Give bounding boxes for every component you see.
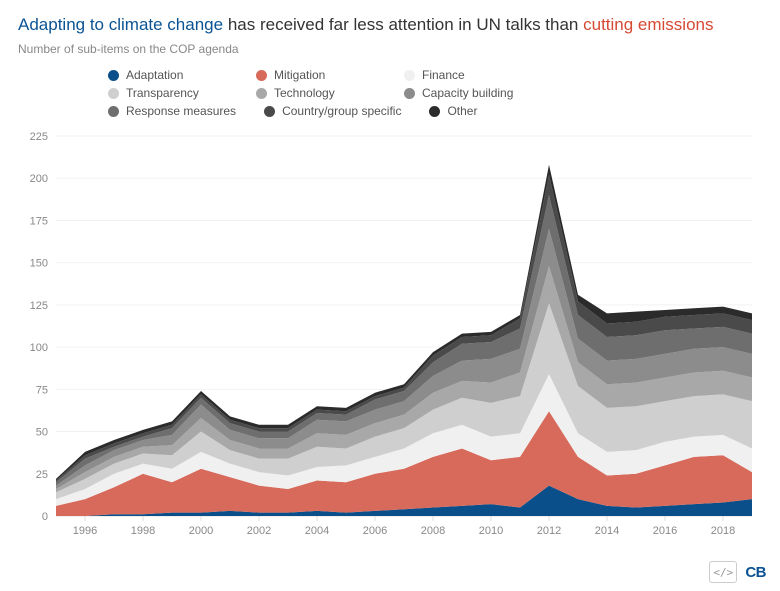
footer-icons: </> CB bbox=[709, 561, 766, 583]
legend-label: Other bbox=[447, 104, 477, 118]
legend-item[interactable]: Capacity building bbox=[404, 86, 524, 100]
legend-label: Adaptation bbox=[126, 68, 183, 82]
legend-item[interactable]: Other bbox=[429, 104, 549, 118]
y-tick-label: 125 bbox=[30, 300, 48, 312]
legend: Adaptation Mitigation Finance Transparency T… bbox=[18, 68, 668, 118]
x-tick-label: 2008 bbox=[421, 525, 445, 537]
x-tick-label: 1998 bbox=[131, 525, 155, 537]
legend-swatch bbox=[256, 88, 267, 99]
y-tick-label: 200 bbox=[30, 173, 48, 185]
x-tick-label: 1996 bbox=[73, 525, 97, 537]
x-tick-label: 2002 bbox=[247, 525, 271, 537]
embed-icon[interactable]: </> bbox=[709, 561, 737, 583]
stacked-area-chart: 0 25 50 75 100 125 150 175 200 225 1996 1998 2000 200… bbox=[18, 126, 762, 546]
title-middle: has received far less attention in UN ta… bbox=[223, 15, 583, 34]
x-tick-label: 2016 bbox=[653, 525, 677, 537]
y-tick-label: 25 bbox=[36, 469, 48, 481]
chart-area: 0 25 50 75 100 125 150 175 200 225 1996 1998 2000 200… bbox=[18, 126, 762, 546]
legend-label: Response measures bbox=[126, 104, 236, 118]
x-tick-label: 2012 bbox=[537, 525, 561, 537]
legend-item[interactable]: Transparency bbox=[108, 86, 228, 100]
legend-item[interactable]: Technology bbox=[256, 86, 376, 100]
legend-swatch bbox=[264, 106, 275, 117]
x-tick-label: 2000 bbox=[189, 525, 213, 537]
x-tick-label: 2004 bbox=[305, 525, 329, 537]
legend-item[interactable]: Response measures bbox=[108, 104, 236, 118]
legend-swatch bbox=[108, 88, 119, 99]
x-tick-label: 2010 bbox=[479, 525, 503, 537]
y-tick-label: 0 bbox=[42, 511, 48, 523]
chart-title: Adapting to climate change has received … bbox=[18, 14, 762, 36]
legend-swatch bbox=[404, 70, 415, 81]
y-tick-label: 225 bbox=[30, 131, 48, 143]
legend-swatch bbox=[108, 70, 119, 81]
legend-label: Finance bbox=[422, 68, 465, 82]
legend-swatch bbox=[256, 70, 267, 81]
legend-swatch bbox=[108, 106, 119, 117]
legend-item[interactable]: Mitigation bbox=[256, 68, 376, 82]
legend-item[interactable]: Finance bbox=[404, 68, 524, 82]
x-tick-label: 2018 bbox=[711, 525, 735, 537]
y-tick-label: 100 bbox=[30, 342, 48, 354]
legend-item[interactable]: Adaptation bbox=[108, 68, 228, 82]
x-tick-label: 2006 bbox=[363, 525, 387, 537]
legend-label: Mitigation bbox=[274, 68, 325, 82]
y-tick-label: 75 bbox=[36, 384, 48, 396]
legend-label: Country/group specific bbox=[282, 104, 401, 118]
legend-label: Transparency bbox=[126, 86, 199, 100]
legend-label: Technology bbox=[274, 86, 335, 100]
y-tick-label: 50 bbox=[36, 427, 48, 439]
legend-swatch bbox=[404, 88, 415, 99]
legend-label: Capacity building bbox=[422, 86, 513, 100]
chart-subtitle: Number of sub-items on the COP agenda bbox=[18, 42, 762, 56]
legend-swatch bbox=[429, 106, 440, 117]
title-highlight-red: cutting emissions bbox=[583, 15, 713, 34]
y-tick-label: 150 bbox=[30, 258, 48, 270]
x-tick-label: 2014 bbox=[595, 525, 619, 537]
y-tick-label: 175 bbox=[30, 216, 48, 228]
legend-item[interactable]: Country/group specific bbox=[264, 104, 401, 118]
logo-icon[interactable]: CB bbox=[745, 564, 766, 581]
title-highlight-blue: Adapting to climate change bbox=[18, 15, 223, 34]
